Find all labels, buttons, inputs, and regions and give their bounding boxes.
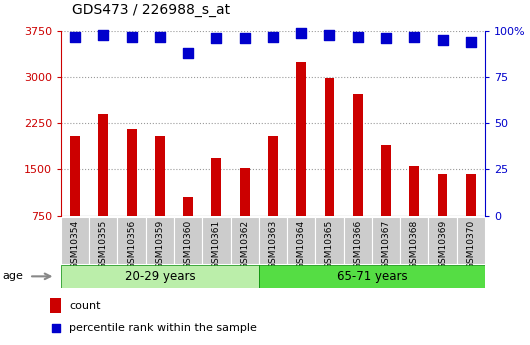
Text: GSM10364: GSM10364 xyxy=(297,220,306,269)
Bar xyxy=(118,217,146,264)
Text: percentile rank within the sample: percentile rank within the sample xyxy=(69,323,257,333)
Bar xyxy=(174,217,202,264)
Bar xyxy=(381,145,391,262)
Bar xyxy=(211,158,222,262)
Bar xyxy=(315,217,343,264)
Text: GSM10361: GSM10361 xyxy=(212,220,221,269)
Bar xyxy=(409,166,419,262)
Bar xyxy=(438,174,447,262)
Point xyxy=(71,34,80,39)
Bar xyxy=(372,217,400,264)
Bar xyxy=(99,114,108,262)
Point xyxy=(438,38,447,43)
Text: GSM10367: GSM10367 xyxy=(382,220,391,269)
Bar xyxy=(202,217,231,264)
Bar xyxy=(466,175,476,262)
Point xyxy=(241,36,249,41)
Bar xyxy=(50,298,61,313)
Bar xyxy=(70,136,80,262)
Text: GSM10355: GSM10355 xyxy=(99,220,108,269)
Point xyxy=(212,36,220,41)
Bar xyxy=(183,197,193,262)
Text: GSM10354: GSM10354 xyxy=(70,220,80,269)
Text: GSM10369: GSM10369 xyxy=(438,220,447,269)
Text: GSM10360: GSM10360 xyxy=(184,220,192,269)
Bar xyxy=(231,217,259,264)
Text: GSM10370: GSM10370 xyxy=(466,220,475,269)
Text: GSM10366: GSM10366 xyxy=(354,220,362,269)
Point xyxy=(325,32,334,38)
Text: GSM10359: GSM10359 xyxy=(155,220,164,269)
Point xyxy=(297,30,305,36)
Bar xyxy=(61,217,89,264)
Bar xyxy=(457,217,485,264)
Bar xyxy=(268,136,278,262)
Point xyxy=(184,50,192,56)
Bar xyxy=(155,136,165,262)
Bar xyxy=(324,78,334,262)
Point xyxy=(269,34,277,39)
Bar xyxy=(259,265,485,288)
Bar xyxy=(61,265,259,288)
Point xyxy=(127,34,136,39)
Text: count: count xyxy=(69,301,101,311)
Text: age: age xyxy=(3,272,23,281)
Point xyxy=(51,325,60,331)
Bar xyxy=(353,95,363,262)
Bar xyxy=(343,217,372,264)
Bar xyxy=(89,217,118,264)
Text: GSM10362: GSM10362 xyxy=(240,220,249,269)
Bar xyxy=(127,129,137,262)
Point xyxy=(410,34,419,39)
Text: GSM10356: GSM10356 xyxy=(127,220,136,269)
Bar xyxy=(240,168,250,262)
Bar xyxy=(146,217,174,264)
Text: GSM10368: GSM10368 xyxy=(410,220,419,269)
Point xyxy=(382,36,390,41)
Bar xyxy=(287,217,315,264)
Bar xyxy=(296,62,306,262)
Bar xyxy=(428,217,457,264)
Point xyxy=(354,34,362,39)
Point xyxy=(466,39,475,45)
Bar xyxy=(259,217,287,264)
Point xyxy=(99,32,108,38)
Bar xyxy=(400,217,428,264)
Text: 65-71 years: 65-71 years xyxy=(337,270,407,283)
Text: GDS473 / 226988_s_at: GDS473 / 226988_s_at xyxy=(72,3,229,17)
Point xyxy=(156,34,164,39)
Text: GSM10365: GSM10365 xyxy=(325,220,334,269)
Text: 20-29 years: 20-29 years xyxy=(125,270,195,283)
Text: GSM10363: GSM10363 xyxy=(269,220,277,269)
